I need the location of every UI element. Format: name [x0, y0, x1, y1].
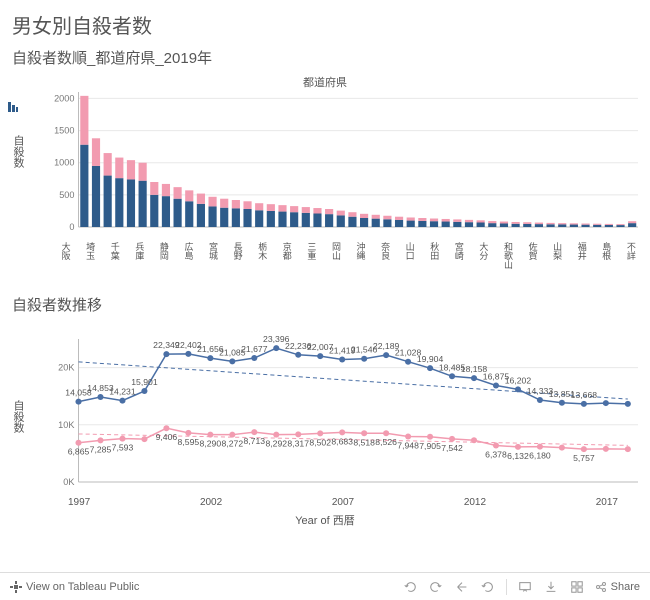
line-x-axis-label: Year of 西暦 [0, 512, 650, 528]
svg-text:7,542: 7,542 [441, 443, 463, 453]
undo-icon[interactable] [402, 579, 418, 595]
svg-text:8,526: 8,526 [375, 437, 397, 447]
svg-text:7,948: 7,948 [397, 441, 419, 451]
svg-text:6,865: 6,865 [68, 447, 90, 457]
line-chart-title: 自殺者数推移 [0, 290, 650, 319]
svg-text:6,378: 6,378 [485, 450, 507, 460]
svg-text:0K: 0K [63, 477, 74, 487]
presentation-icon[interactable] [517, 579, 533, 595]
svg-text:6,180: 6,180 [529, 451, 551, 461]
revert-icon[interactable] [454, 579, 470, 595]
svg-text:1500: 1500 [54, 126, 74, 136]
redo-icon[interactable] [428, 579, 444, 595]
bar-category-labels: 大阪埼玉千葉兵庫静岡広島宮城長野栃木京都三重岡山沖縄奈良山口秋田宮崎大分和歌山佐… [48, 242, 638, 282]
svg-text:16,202: 16,202 [505, 375, 532, 385]
svg-text:8,595: 8,595 [178, 437, 200, 447]
svg-text:8,290: 8,290 [200, 439, 222, 449]
tableau-logo-icon [10, 581, 22, 593]
svg-text:8,272: 8,272 [222, 439, 244, 449]
svg-text:15,901: 15,901 [131, 377, 158, 387]
fullscreen-icon[interactable] [569, 579, 585, 595]
download-icon[interactable] [543, 579, 559, 595]
svg-text:8,683: 8,683 [331, 436, 353, 446]
svg-text:6,132: 6,132 [507, 451, 529, 461]
toolbar: View on Tableau Public Share [0, 572, 650, 600]
tableau-view-label: View on Tableau Public [26, 581, 139, 593]
svg-text:10K: 10K [58, 420, 74, 430]
line-x-ticks: 19972002200720122017 [48, 497, 638, 508]
svg-text:1000: 1000 [54, 158, 74, 168]
toolbar-separator [506, 579, 507, 595]
svg-text:5,757: 5,757 [573, 453, 595, 463]
svg-text:8,292: 8,292 [265, 439, 287, 449]
svg-text:7,905: 7,905 [419, 441, 441, 451]
svg-text:8,502: 8,502 [309, 437, 331, 447]
refresh-icon[interactable] [480, 579, 496, 595]
line-y-axis-label: 自殺数 [10, 400, 26, 433]
svg-text:20K: 20K [58, 363, 74, 373]
svg-text:500: 500 [59, 190, 74, 200]
svg-text:9,406: 9,406 [156, 432, 178, 442]
svg-text:8,317: 8,317 [287, 438, 309, 448]
main-title: 男女別自殺者数 [0, 0, 650, 43]
chart-legend-icon[interactable] [8, 102, 18, 115]
bar-chart[interactable]: 0 500 1000 1500 2000 [48, 92, 638, 242]
svg-text:21,677: 21,677 [241, 344, 268, 354]
svg-text:2000: 2000 [54, 93, 74, 103]
svg-text:8,713: 8,713 [243, 436, 265, 446]
share-button[interactable]: Share [595, 581, 640, 593]
svg-text:14,231: 14,231 [109, 387, 136, 397]
svg-text:0: 0 [69, 222, 74, 232]
share-icon [595, 581, 607, 593]
bar-chart-title: 自殺者数順_都道府県_2019年 [0, 43, 650, 72]
line-chart[interactable]: 0K10K20K14,05814,85314,23115,90122,34922… [48, 327, 638, 497]
svg-text:7,285: 7,285 [90, 444, 112, 454]
svg-text:8,518: 8,518 [353, 437, 375, 447]
tableau-logo-link[interactable]: View on Tableau Public [10, 581, 139, 593]
share-label: Share [611, 581, 640, 593]
bar-chart-top-label: 都道府県 [0, 74, 650, 90]
svg-text:7,593: 7,593 [112, 443, 134, 453]
bar-y-axis-label: 自殺数 [10, 135, 26, 168]
svg-text:13,668: 13,668 [571, 390, 598, 400]
